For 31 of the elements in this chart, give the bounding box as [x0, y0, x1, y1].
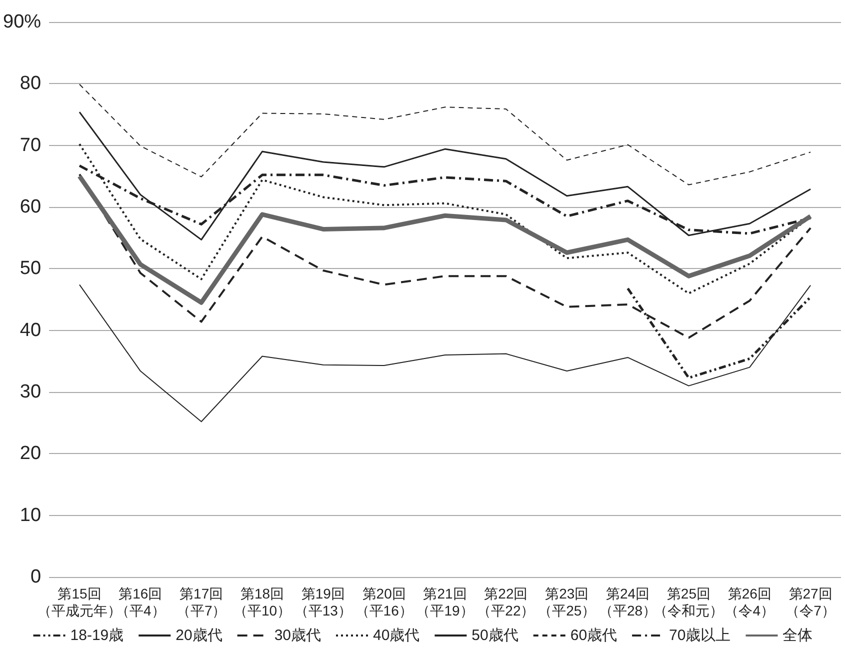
x-tick-label: 第21回（平19） — [416, 586, 474, 618]
y-tick-label: 30 — [20, 382, 42, 402]
legend-label: 30歳代 — [274, 627, 321, 644]
x-tick-label: 第27回（令7） — [786, 586, 836, 618]
legend-label: 20歳代 — [176, 627, 222, 644]
y-tick-label: 0 — [30, 566, 42, 588]
y-tick-label: 70 — [20, 134, 42, 156]
legend-label: 18-19歳 — [70, 627, 124, 644]
x-tick-label: 第19回（平13） — [294, 586, 352, 618]
x-tick-label: 第17回（平7） — [176, 586, 226, 618]
x-tick-label: 第23回（平25） — [538, 586, 596, 618]
legend-label: 60歳代 — [570, 627, 618, 644]
line-series — [78, 284, 812, 422]
legend-label: 70歳以上 — [669, 627, 731, 644]
legend-label: 全体 — [782, 627, 813, 644]
y-tick-label: 40 — [20, 320, 42, 341]
y-tick-label: 20 — [20, 443, 42, 464]
x-tick-label: 第18回（平10） — [233, 586, 292, 618]
x-tick-label: 第16回（平4） — [116, 586, 166, 618]
y-tick-label: 10 — [20, 504, 42, 526]
x-tick-label: 第22回（平22） — [477, 586, 535, 618]
line-series — [77, 174, 813, 305]
y-tick-label: 50 — [20, 258, 42, 280]
legend-label: 40歳代 — [373, 627, 420, 644]
x-tick-label: 第20回（平16） — [355, 586, 413, 618]
y-tick-label: 90% — [2, 12, 42, 32]
x-tick-label: 第26回（令4） — [724, 586, 775, 618]
legend-label: 50歳代 — [472, 627, 518, 644]
y-tick-label: 60 — [20, 196, 42, 218]
y-tick-label: 80 — [20, 73, 42, 94]
line-series — [78, 84, 812, 186]
